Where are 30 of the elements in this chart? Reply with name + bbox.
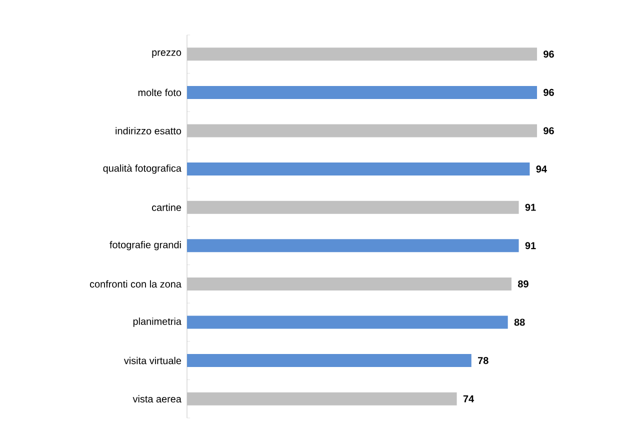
y-tick-label: molte foto bbox=[138, 88, 182, 96]
data-label: 96 bbox=[544, 127, 554, 134]
data-label: 96 bbox=[544, 50, 554, 58]
bar bbox=[187, 162, 530, 176]
y-tick-label: prezzo bbox=[152, 50, 182, 58]
bar bbox=[187, 277, 512, 290]
y-tick-label: planimetria bbox=[133, 318, 182, 327]
y-tick-label: qualità fotografica bbox=[103, 164, 182, 174]
bar bbox=[187, 239, 519, 252]
bar bbox=[187, 392, 457, 406]
y-tick-label: indirizzo esatto bbox=[116, 127, 182, 134]
bar bbox=[187, 316, 508, 329]
bar bbox=[187, 200, 519, 214]
y-tick-label: cartine bbox=[152, 204, 182, 211]
data-label: 96 bbox=[544, 88, 554, 96]
data-label: 74 bbox=[463, 395, 474, 402]
y-tick-label: confronti con la zona bbox=[90, 280, 182, 288]
y-tick-label: visita virtuale bbox=[124, 356, 182, 364]
bar bbox=[187, 86, 538, 99]
y-tick-label: fotografie grandi bbox=[110, 241, 181, 250]
data-label: 88 bbox=[514, 318, 525, 326]
data-label: 94 bbox=[536, 166, 547, 173]
data-label: 89 bbox=[518, 280, 528, 288]
data-label: 78 bbox=[478, 357, 488, 364]
bar bbox=[187, 354, 472, 368]
bar bbox=[187, 124, 538, 138]
data-label: 91 bbox=[525, 242, 536, 250]
data-label: 91 bbox=[525, 204, 536, 211]
y-tick-label: vista aerea bbox=[132, 395, 182, 402]
bar bbox=[187, 48, 538, 61]
